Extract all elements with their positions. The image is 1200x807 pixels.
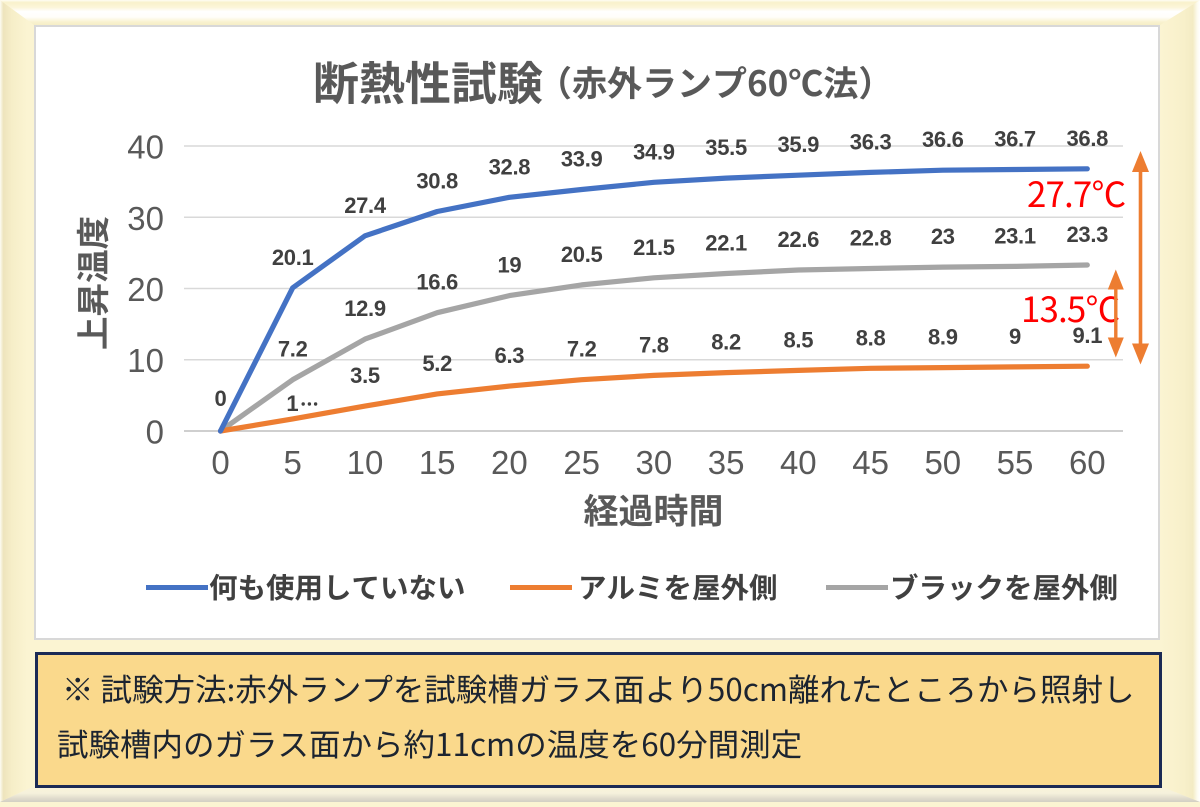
- svg-text:22.6: 22.6: [777, 227, 819, 252]
- svg-text:8.5: 8.5: [783, 327, 813, 352]
- svg-text:12.9: 12.9: [344, 296, 386, 321]
- svg-text:34.9: 34.9: [633, 139, 675, 164]
- svg-text:30: 30: [636, 444, 673, 481]
- svg-text:5.2: 5.2: [422, 351, 452, 376]
- svg-text:6.3: 6.3: [495, 343, 525, 368]
- svg-text:55: 55: [997, 444, 1034, 481]
- svg-text:9.1: 9.1: [1072, 323, 1102, 348]
- svg-text:19: 19: [497, 253, 521, 278]
- svg-text:32.8: 32.8: [489, 154, 531, 179]
- svg-text:8.8: 8.8: [856, 325, 886, 350]
- svg-text:9: 9: [1009, 324, 1021, 349]
- svg-text:30.8: 30.8: [416, 169, 458, 194]
- svg-text:7.2: 7.2: [278, 337, 308, 362]
- svg-text:35: 35: [708, 444, 745, 481]
- svg-text:36.3: 36.3: [850, 129, 892, 154]
- svg-text:10: 10: [347, 444, 384, 481]
- svg-text:35.5: 35.5: [705, 135, 747, 160]
- svg-text:36.7: 36.7: [994, 127, 1036, 152]
- svg-text:45: 45: [852, 444, 889, 481]
- svg-text:20.1: 20.1: [272, 245, 314, 270]
- svg-text:15: 15: [419, 444, 456, 481]
- svg-text:22.8: 22.8: [850, 226, 892, 251]
- svg-text:60: 60: [1069, 444, 1106, 481]
- svg-text:40: 40: [127, 129, 164, 166]
- svg-text:8.9: 8.9: [928, 325, 958, 350]
- svg-text:50: 50: [924, 444, 961, 481]
- svg-text:40: 40: [780, 444, 817, 481]
- svg-text:7.2: 7.2: [567, 337, 597, 362]
- svg-text:3.5: 3.5: [350, 363, 380, 388]
- svg-text:21.5: 21.5: [633, 235, 675, 260]
- svg-text:20.5: 20.5: [561, 242, 603, 267]
- svg-text:0: 0: [211, 444, 229, 481]
- svg-text:30: 30: [127, 200, 164, 237]
- svg-text:20: 20: [491, 444, 528, 481]
- svg-text:36.6: 36.6: [922, 127, 964, 152]
- svg-text:20: 20: [127, 271, 164, 308]
- svg-text:0: 0: [215, 386, 227, 411]
- svg-text:8.2: 8.2: [711, 330, 741, 355]
- svg-text:16.6: 16.6: [416, 270, 458, 295]
- svg-text:23.3: 23.3: [1066, 222, 1108, 247]
- svg-text:36.8: 36.8: [1066, 126, 1108, 151]
- svg-text:25: 25: [563, 444, 600, 481]
- svg-text:7.8: 7.8: [639, 332, 669, 357]
- svg-text:27.4: 27.4: [344, 193, 387, 218]
- svg-text:5: 5: [284, 444, 302, 481]
- svg-text:0: 0: [146, 414, 164, 451]
- svg-text:1: 1: [286, 391, 298, 416]
- svg-text:22.1: 22.1: [705, 231, 747, 256]
- svg-text:10: 10: [127, 342, 164, 379]
- svg-text:33.9: 33.9: [561, 147, 603, 172]
- svg-text:23.1: 23.1: [994, 223, 1036, 248]
- svg-text:23: 23: [931, 224, 955, 249]
- svg-text:35.9: 35.9: [777, 132, 819, 157]
